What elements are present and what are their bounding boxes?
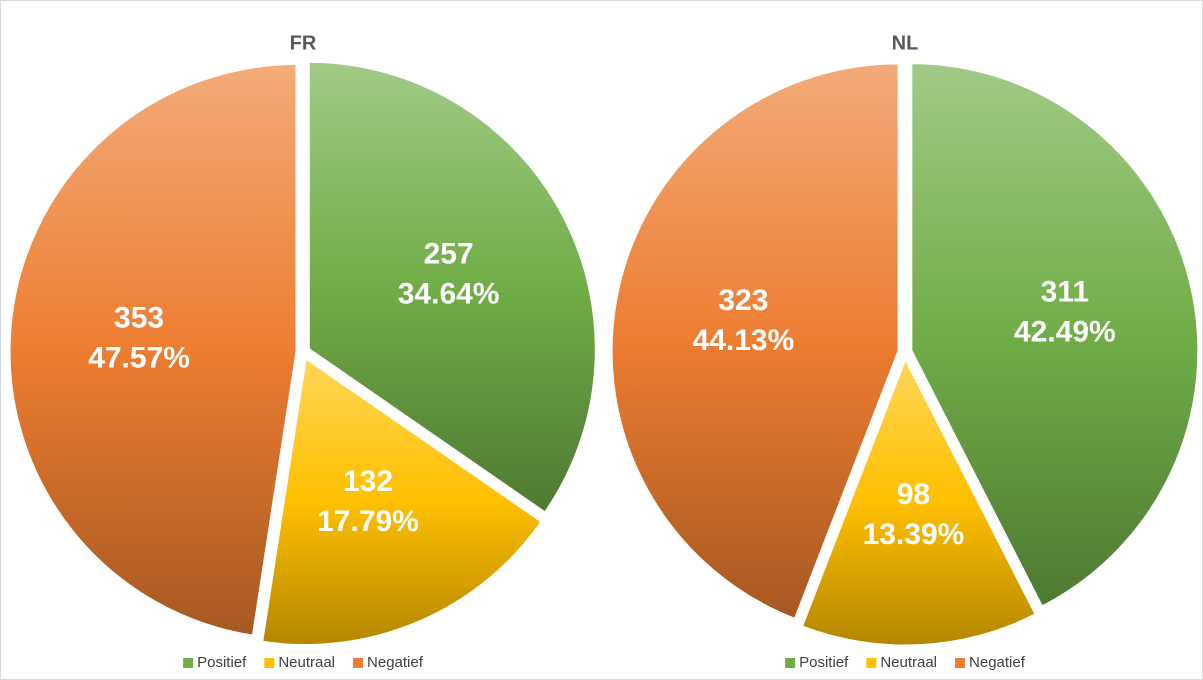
pie-slice — [909, 61, 1201, 610]
percentage-label: 42.49% — [1014, 315, 1116, 348]
legend-label: Negatief — [969, 654, 1026, 671]
legend: Positief Neutraal Negatief — [183, 654, 424, 671]
pie-slice — [799, 354, 1039, 648]
legend-swatch — [866, 658, 877, 668]
legend: Positief Neutraal Negatief — [785, 654, 1026, 671]
data-label: 132 — [343, 465, 393, 498]
legend-swatch — [183, 658, 194, 668]
pie-slice — [259, 354, 545, 648]
chart-title: FR — [290, 32, 317, 54]
pie-slice — [306, 59, 598, 516]
legend-label: Positief — [197, 654, 247, 671]
legend-label: Neutraal — [880, 654, 937, 671]
legend-swatch — [353, 658, 364, 668]
legend-label: Negatief — [367, 654, 424, 671]
legend-label: Positief — [799, 654, 849, 671]
percentage-label: 17.79% — [317, 505, 419, 538]
percentage-label: 34.64% — [398, 278, 500, 311]
data-label: 353 — [114, 301, 164, 334]
percentage-label: 13.39% — [863, 518, 965, 551]
data-label: 323 — [718, 284, 768, 317]
percentage-label: 47.57% — [88, 341, 190, 374]
pie-slice — [609, 61, 901, 622]
data-label: 257 — [424, 238, 474, 271]
data-label: 311 — [1041, 275, 1089, 308]
pie-slice — [7, 62, 299, 638]
chart-title: NL — [892, 32, 919, 54]
legend-swatch — [264, 658, 275, 668]
percentage-label: 44.13% — [693, 324, 795, 357]
legend-label: Neutraal — [278, 654, 335, 671]
data-label: 98 — [897, 478, 930, 511]
legend-swatch — [955, 658, 966, 668]
legend-swatch — [785, 658, 796, 668]
